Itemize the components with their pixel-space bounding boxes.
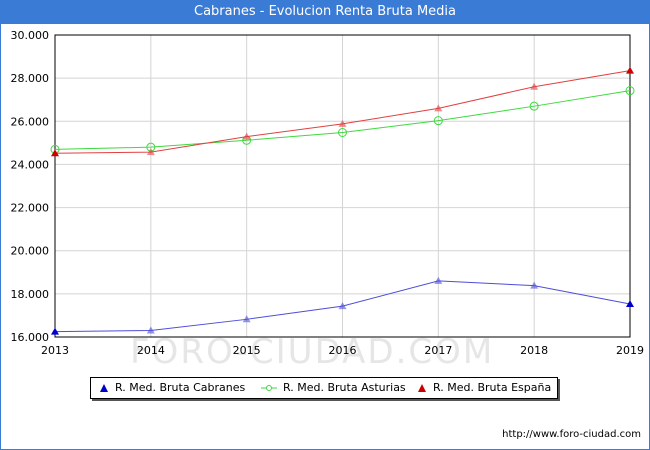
legend-marker-triangle-icon (418, 384, 426, 392)
source-link[interactable]: http://www.foro-ciudad.com (502, 429, 641, 440)
data-point (433, 116, 443, 126)
x-tick-label: 2018 (520, 344, 548, 357)
x-tick-label: 2017 (424, 344, 452, 357)
chart-title: Cabranes - Evolucion Renta Bruta Media (0, 0, 650, 24)
x-tick-label: 2015 (233, 344, 261, 357)
y-tick-label: 22.000 (11, 202, 50, 215)
data-point (242, 132, 251, 140)
data-point (146, 326, 155, 334)
data-point (434, 276, 443, 284)
x-tick-label: 2019 (616, 344, 644, 357)
y-tick-label: 28.000 (11, 72, 50, 85)
data-point (146, 148, 155, 156)
legend-item-cabranes: R. Med. Bruta Cabranes (99, 378, 245, 398)
legend-marker-triangle-icon (100, 384, 108, 392)
plot-border (54, 34, 631, 338)
data-point (530, 82, 539, 90)
series-line-1 (54, 90, 631, 150)
y-tick-label: 26.000 (11, 115, 50, 128)
y-tick-label: 30.000 (11, 29, 50, 42)
data-point (530, 281, 539, 289)
legend-marker-circle-icon (261, 385, 277, 391)
data-point (338, 302, 347, 310)
data-point (625, 86, 635, 96)
data-point (338, 128, 347, 138)
watermark: FORO-CIUDAD.COM (130, 332, 495, 372)
x-tick-label: 2016 (329, 344, 357, 357)
data-point (626, 299, 634, 307)
y-tick-label: 24.000 (11, 158, 50, 171)
x-tick-label: 2013 (41, 344, 69, 357)
data-point (338, 119, 347, 127)
legend-label: R. Med. Bruta España (433, 381, 552, 394)
y-tick-label: 20.000 (11, 245, 50, 258)
data-point (51, 327, 59, 335)
data-point (626, 66, 634, 74)
x-tick-label: 2014 (137, 344, 165, 357)
data-point (51, 149, 59, 157)
legend-item-espana: R. Med. Bruta España (417, 378, 551, 398)
legend-label: R. Med. Bruta Cabranes (115, 381, 246, 394)
y-tick-label: 18.000 (11, 288, 50, 301)
data-point (434, 104, 443, 112)
legend-label: R. Med. Bruta Asturias (283, 381, 406, 394)
y-tick-label: 16.000 (11, 331, 50, 344)
data-point (529, 101, 539, 111)
chart-legend: R. Med. Bruta Cabranes R. Med. Bruta Ast… (90, 377, 558, 399)
legend-item-asturias: R. Med. Bruta Asturias (261, 378, 406, 398)
data-point (242, 315, 251, 323)
